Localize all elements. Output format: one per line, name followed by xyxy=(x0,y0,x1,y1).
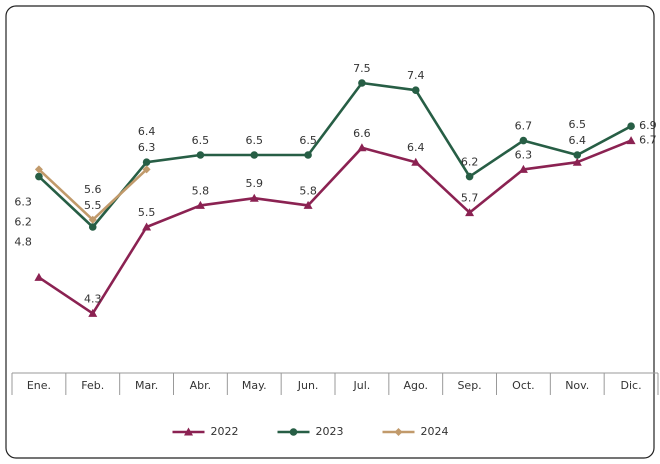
data-label: 5.9 xyxy=(246,177,264,190)
legend-marker xyxy=(289,428,298,436)
x-tick-label: Sep. xyxy=(457,379,481,392)
legend-label: 2024 xyxy=(421,425,449,438)
data-label: 6.4 xyxy=(407,141,425,154)
data-label: 6.5 xyxy=(299,134,317,147)
data-label: 5.7 xyxy=(461,192,479,205)
point xyxy=(196,151,205,159)
x-tick-label: Ene. xyxy=(27,379,51,392)
point xyxy=(465,208,475,217)
x-tick-label: Oct. xyxy=(512,379,535,392)
point xyxy=(572,157,582,166)
card xyxy=(5,5,655,459)
data-label: 5.8 xyxy=(299,184,317,197)
data-label: 4.3 xyxy=(84,292,102,305)
data-label: 6.7 xyxy=(515,120,533,133)
point xyxy=(626,136,636,145)
point xyxy=(88,215,97,224)
point xyxy=(34,165,43,174)
data-label: 6.4 xyxy=(138,125,156,138)
data-label: 6.6 xyxy=(353,127,371,140)
legend-label: 2023 xyxy=(316,425,344,438)
data-label: 4.8 xyxy=(14,235,32,248)
x-tick-label: Feb. xyxy=(81,379,104,392)
x-tick-label: Jul. xyxy=(353,379,371,392)
data-label: 6.2 xyxy=(14,215,32,228)
line xyxy=(38,139,632,315)
point xyxy=(142,158,151,166)
x-tick-label: Abr. xyxy=(190,379,212,392)
data-label: 5.5 xyxy=(138,206,156,219)
point xyxy=(34,272,44,281)
legend-marker xyxy=(184,427,193,436)
legend-label: 2022 xyxy=(211,425,239,438)
x-tick-label: Jun. xyxy=(297,379,319,392)
point xyxy=(357,143,367,152)
x-tick-label: May. xyxy=(242,379,267,392)
point xyxy=(627,122,635,130)
point xyxy=(250,151,259,159)
point xyxy=(88,308,98,317)
data-label: 6.7 xyxy=(639,134,657,147)
data-label: 7.5 xyxy=(353,62,371,75)
data-label: 6.5 xyxy=(246,134,264,147)
x-tick-label: Mar. xyxy=(135,379,158,392)
data-label: 6.5 xyxy=(192,134,210,147)
point xyxy=(465,172,474,181)
point xyxy=(142,165,151,174)
point xyxy=(304,151,312,159)
data-label: 5.8 xyxy=(192,184,210,197)
x-tick-label: Ago. xyxy=(403,379,428,392)
x-tick-label: Nov. xyxy=(565,379,589,392)
data-label: 5.5 xyxy=(84,199,102,212)
data-label: 6.3 xyxy=(138,141,156,154)
point xyxy=(519,136,528,145)
point xyxy=(303,200,313,209)
legend-marker xyxy=(394,428,403,436)
point xyxy=(573,151,582,159)
point xyxy=(249,193,259,202)
point xyxy=(195,200,205,209)
data-label: 6.5 xyxy=(569,118,587,131)
point xyxy=(411,157,421,166)
x-tick-label: Dic. xyxy=(621,379,642,392)
point xyxy=(358,79,366,87)
data-label: 5.6 xyxy=(84,183,102,196)
point xyxy=(518,164,528,173)
data-label: 6.2 xyxy=(461,156,479,169)
data-label: 6.3 xyxy=(14,195,32,208)
point xyxy=(35,172,43,181)
data-label: 6.9 xyxy=(639,119,657,132)
point xyxy=(411,86,420,94)
line xyxy=(38,81,632,229)
data-label: 7.4 xyxy=(407,69,425,82)
data-label: 6.4 xyxy=(569,134,587,147)
data-label: 6.3 xyxy=(515,148,533,161)
point xyxy=(142,222,152,231)
point xyxy=(88,223,97,231)
